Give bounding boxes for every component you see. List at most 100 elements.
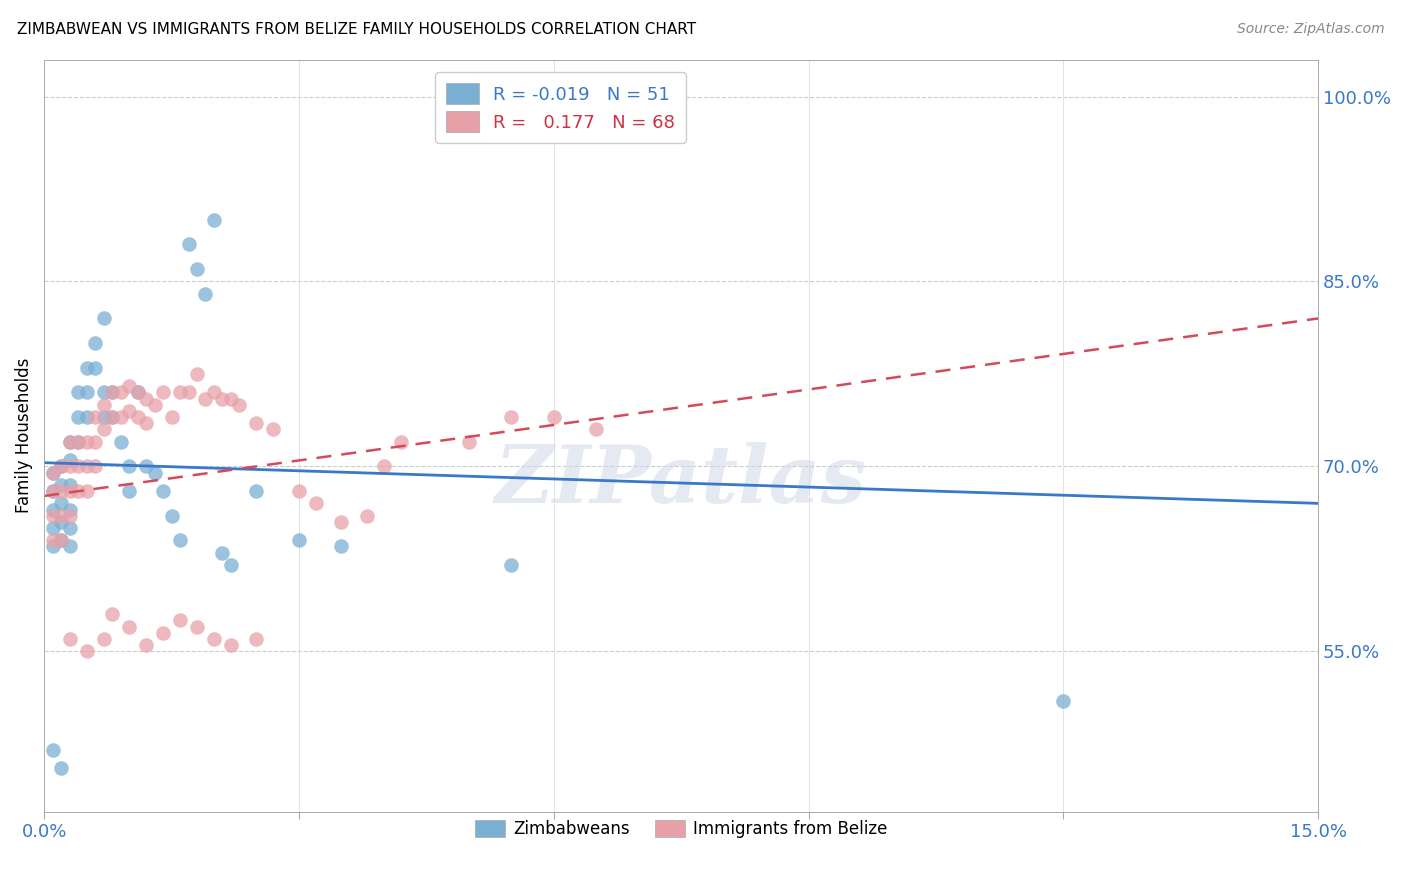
Point <box>58 453 80 467</box>
Point <box>84 434 107 449</box>
Point <box>186 367 208 381</box>
Y-axis label: Family Households: Family Households <box>15 358 32 513</box>
Point <box>58 508 80 523</box>
Point <box>49 761 72 775</box>
Point <box>501 410 523 425</box>
Point <box>135 416 157 430</box>
Point <box>58 502 80 516</box>
Text: Source: ZipAtlas.com: Source: ZipAtlas.com <box>1237 22 1385 37</box>
Point <box>118 459 141 474</box>
Point <box>76 385 98 400</box>
Point <box>127 385 149 400</box>
Point <box>152 483 174 498</box>
Point <box>58 434 80 449</box>
Point <box>245 416 267 430</box>
Point <box>41 508 63 523</box>
Point <box>84 410 107 425</box>
Point <box>101 410 124 425</box>
Point <box>501 558 523 572</box>
Point <box>58 521 80 535</box>
Point <box>41 540 63 554</box>
Point <box>219 558 242 572</box>
Point <box>211 546 233 560</box>
Point <box>585 422 607 436</box>
Point <box>58 632 80 646</box>
Point <box>135 392 157 406</box>
Point <box>49 459 72 474</box>
Point <box>118 619 141 633</box>
Point <box>101 385 124 400</box>
Point <box>101 410 124 425</box>
Point <box>93 410 115 425</box>
Point <box>76 483 98 498</box>
Point <box>67 483 90 498</box>
Point <box>169 385 191 400</box>
Point <box>58 483 80 498</box>
Point <box>76 434 98 449</box>
Point <box>202 632 225 646</box>
Point <box>49 515 72 529</box>
Point <box>67 434 90 449</box>
Point <box>127 410 149 425</box>
Point <box>288 483 311 498</box>
Point <box>49 459 72 474</box>
Point <box>67 459 90 474</box>
Point <box>127 385 149 400</box>
Point <box>41 483 63 498</box>
Point <box>186 262 208 277</box>
Point <box>202 385 225 400</box>
Point <box>110 434 132 449</box>
Point <box>245 483 267 498</box>
Point <box>41 466 63 480</box>
Point <box>93 398 115 412</box>
Point <box>211 392 233 406</box>
Point <box>93 311 115 326</box>
Point <box>135 638 157 652</box>
Point <box>118 483 141 498</box>
Point <box>160 410 183 425</box>
Point <box>219 392 242 406</box>
Point <box>76 459 98 474</box>
Text: ZIMBABWEAN VS IMMIGRANTS FROM BELIZE FAMILY HOUSEHOLDS CORRELATION CHART: ZIMBABWEAN VS IMMIGRANTS FROM BELIZE FAM… <box>17 22 696 37</box>
Point <box>169 533 191 548</box>
Point <box>41 533 63 548</box>
Point <box>76 410 98 425</box>
Point <box>202 212 225 227</box>
Point <box>373 459 395 474</box>
Point <box>93 632 115 646</box>
Point <box>101 607 124 622</box>
Point <box>49 478 72 492</box>
Point <box>49 533 72 548</box>
Point <box>160 508 183 523</box>
Point <box>288 533 311 548</box>
Point <box>305 496 328 510</box>
Point <box>194 286 217 301</box>
Point <box>49 533 72 548</box>
Point <box>84 360 107 375</box>
Point <box>49 508 72 523</box>
Point <box>76 360 98 375</box>
Point <box>58 540 80 554</box>
Point <box>330 515 353 529</box>
Point <box>245 632 267 646</box>
Point <box>101 385 124 400</box>
Point <box>58 478 80 492</box>
Point <box>41 483 63 498</box>
Point <box>76 644 98 658</box>
Point <box>84 459 107 474</box>
Point <box>177 385 200 400</box>
Point <box>228 398 250 412</box>
Point <box>194 392 217 406</box>
Point <box>135 459 157 474</box>
Point <box>169 614 191 628</box>
Point <box>543 410 565 425</box>
Point <box>457 434 479 449</box>
Point <box>356 508 378 523</box>
Point <box>41 743 63 757</box>
Point <box>110 410 132 425</box>
Point <box>1052 693 1074 707</box>
Point <box>389 434 412 449</box>
Legend: Zimbabweans, Immigrants from Belize: Zimbabweans, Immigrants from Belize <box>468 813 894 845</box>
Point <box>67 410 90 425</box>
Point <box>152 625 174 640</box>
